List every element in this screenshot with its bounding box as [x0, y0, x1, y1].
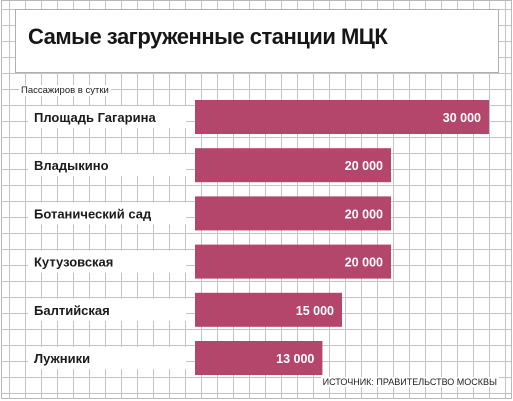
- category-label: Ботанический сад: [34, 206, 152, 221]
- category-label-background: [28, 154, 186, 177]
- chart-title: Самые загруженные станции МЦК: [28, 24, 388, 49]
- category-label-background: [28, 347, 186, 369]
- category-label-background: [28, 106, 186, 128]
- category-label: Владыкино: [34, 158, 109, 173]
- value-label: 30 000: [443, 111, 481, 125]
- value-label: 15 000: [296, 304, 334, 318]
- category-label-background: [28, 250, 186, 273]
- source-note: ИСТОЧНИК: ПРАВИТЕЛЬСТВО МОСКВЫ: [320, 377, 499, 387]
- value-label: 20 000: [345, 207, 383, 221]
- category-label: Лужники: [34, 351, 90, 366]
- bar: [195, 341, 323, 375]
- value-label: 13 000: [276, 352, 314, 366]
- bar: [195, 196, 391, 231]
- category-label: Балтийская: [34, 303, 110, 318]
- category-label-background: [28, 298, 186, 321]
- bar: [195, 292, 342, 327]
- value-label: 20 000: [345, 256, 383, 270]
- bar: [195, 100, 489, 134]
- category-label: Кутузовская: [34, 255, 113, 270]
- bar: [195, 244, 391, 279]
- value-label: 20 000: [345, 159, 383, 173]
- title-box: Самые загруженные станции МЦК: [15, 9, 499, 73]
- category-label-background: [28, 202, 186, 225]
- bar: [195, 148, 391, 183]
- category-label: Площадь Гагарина: [34, 110, 156, 125]
- unit-label: Пассажиров в сутки: [19, 85, 111, 96]
